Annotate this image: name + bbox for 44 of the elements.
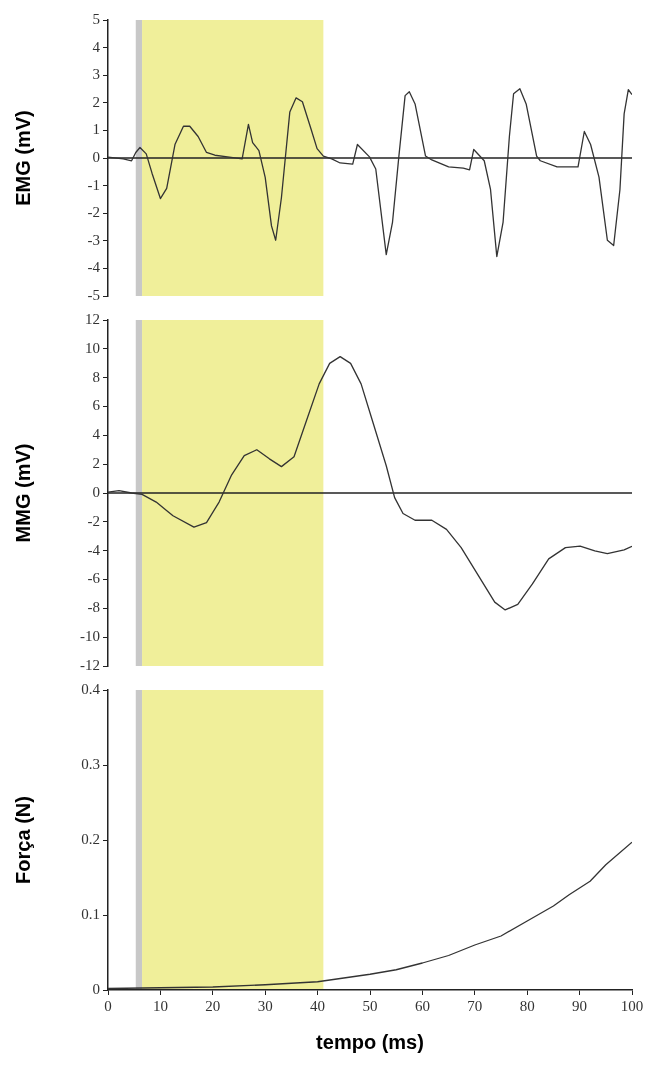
y-tick-label: 1 bbox=[92, 121, 100, 138]
y-tick-label: 0.2 bbox=[81, 830, 100, 847]
y-tick-label: 4 bbox=[92, 38, 101, 55]
y-axis-title: EMG (mV) bbox=[11, 110, 34, 206]
y-tick-label: 12 bbox=[85, 310, 100, 327]
y-tick-label: 0 bbox=[92, 980, 100, 997]
y-tick-label: 10 bbox=[85, 339, 100, 356]
y-tick-label: -4 bbox=[87, 541, 101, 558]
x-tick-label: 30 bbox=[257, 997, 273, 1014]
y-tick-label: -10 bbox=[80, 628, 100, 645]
y-tick-label: 4 bbox=[92, 426, 101, 443]
y-tick-label: -6 bbox=[87, 570, 101, 587]
x-axis-title: tempo (ms) bbox=[316, 1030, 424, 1053]
y-tick-label: 3 bbox=[92, 66, 100, 83]
y-tick-label: 0.4 bbox=[81, 680, 101, 697]
y-tick-label: -4 bbox=[87, 259, 101, 276]
x-tick-label: 100 bbox=[620, 997, 644, 1014]
y-tick-label: -12 bbox=[80, 656, 100, 673]
y-axis-title: MMG (mV) bbox=[11, 443, 34, 543]
y-tick-label: -3 bbox=[87, 231, 100, 248]
y-tick-label: -5 bbox=[87, 286, 100, 303]
x-tick-label: 90 bbox=[572, 997, 588, 1014]
y-tick-label: 6 bbox=[92, 397, 101, 414]
y-tick-label: -8 bbox=[87, 599, 100, 616]
y-tick-label: -2 bbox=[87, 512, 100, 529]
y-axis-title: Força (N) bbox=[11, 796, 34, 884]
x-tick-label: 80 bbox=[519, 997, 535, 1014]
y-tick-label: -1 bbox=[87, 176, 100, 193]
x-tick-label: 20 bbox=[205, 997, 221, 1014]
x-tick-label: 10 bbox=[152, 997, 168, 1014]
y-tick-label: 8 bbox=[92, 368, 100, 385]
x-tick-label: 0 bbox=[104, 997, 112, 1014]
y-tick-label: 0 bbox=[92, 483, 100, 500]
x-tick-label: 50 bbox=[362, 997, 378, 1014]
y-tick-label: 5 bbox=[92, 10, 100, 27]
y-tick-label: -2 bbox=[87, 204, 100, 221]
y-tick-label: 0.1 bbox=[81, 905, 100, 922]
x-tick-label: 70 bbox=[467, 997, 483, 1014]
y-tick-label: 2 bbox=[92, 93, 100, 110]
y-tick-label: 0 bbox=[92, 148, 100, 165]
y-tick-label: 0.3 bbox=[81, 755, 100, 772]
y-tick-label: 2 bbox=[92, 455, 100, 472]
x-tick-label: 40 bbox=[310, 997, 326, 1014]
x-tick-label: 60 bbox=[414, 997, 430, 1014]
